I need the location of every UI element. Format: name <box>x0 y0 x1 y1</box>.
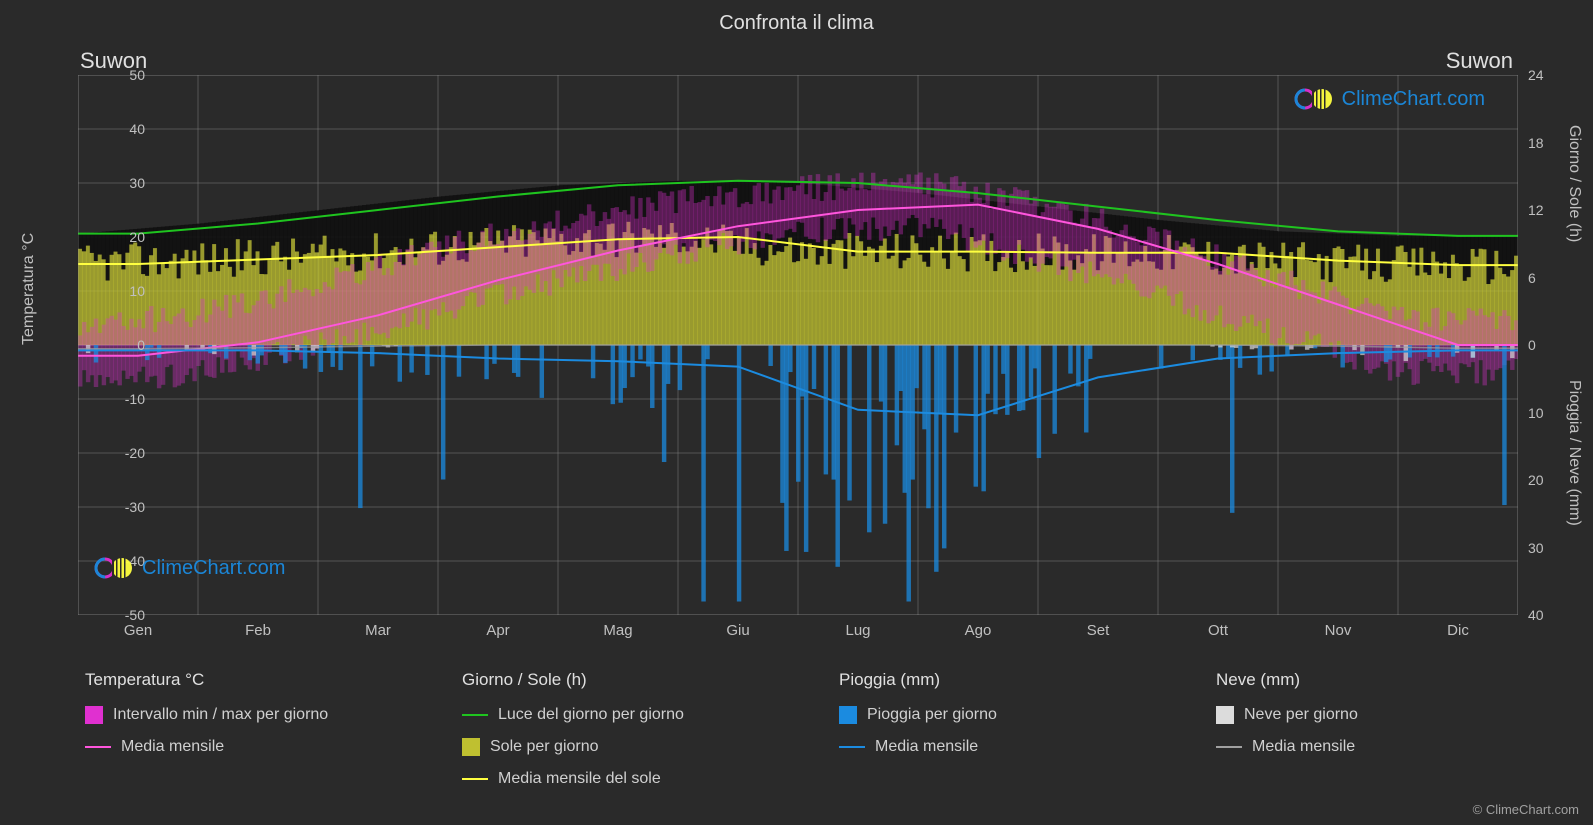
legend-day-header: Giorno / Sole (h) <box>462 670 799 690</box>
y-right-bot-tick: 30 <box>1528 540 1544 556</box>
y-left-tick: -10 <box>85 391 145 407</box>
legend-sunshine-mean: Media mensile del sole <box>462 770 799 788</box>
legend-sunshine-mean-label: Media mensile del sole <box>498 770 661 788</box>
y-right-top-axis-label: Giorno / Sole (h) <box>1565 125 1583 242</box>
y-right-top-tick: 18 <box>1528 135 1544 151</box>
legend-snow-daily: Neve per giorno <box>1216 706 1553 724</box>
legend-col-day: Giorno / Sole (h) Luce del giorno per gi… <box>462 670 799 788</box>
swatch-sunshine <box>462 738 480 756</box>
legend: Temperatura °C Intervallo min / max per … <box>85 670 1553 788</box>
legend-daylight-label: Luce del giorno per giorno <box>498 706 684 724</box>
y-left-tick: -50 <box>85 607 145 623</box>
legend-rain-header: Pioggia (mm) <box>839 670 1176 690</box>
y-right-bot-axis-label: Pioggia / Neve (mm) <box>1565 380 1583 526</box>
y-left-tick: 40 <box>85 121 145 137</box>
y-left-tick: -30 <box>85 499 145 515</box>
swatch-snow <box>1216 706 1234 724</box>
brand-text: ClimeChart.com <box>1342 88 1485 111</box>
x-tick-month: Gen <box>124 622 152 639</box>
swatch-rain <box>839 706 857 724</box>
legend-daylight: Luce del giorno per giorno <box>462 706 799 724</box>
swatch-temp-range <box>85 706 103 724</box>
legend-col-temp: Temperatura °C Intervallo min / max per … <box>85 670 422 788</box>
brand-logo-icon <box>94 555 136 581</box>
y-right-top-tick: 6 <box>1528 270 1536 286</box>
legend-rain-daily-label: Pioggia per giorno <box>867 706 997 724</box>
y-right-top-tick: 0 <box>1528 337 1536 353</box>
brand-text: ClimeChart.com <box>142 557 285 580</box>
legend-col-rain: Pioggia (mm) Pioggia per giorno Media me… <box>839 670 1176 788</box>
city-label-right: Suwon <box>1446 48 1513 74</box>
y-left-tick: 0 <box>85 337 145 353</box>
x-tick-month: Apr <box>486 622 509 639</box>
x-tick-month: Ott <box>1208 622 1228 639</box>
x-tick-month: Giu <box>726 622 749 639</box>
y-left-tick: 50 <box>85 67 145 83</box>
legend-temp-mean-label: Media mensile <box>121 738 224 756</box>
brand-watermark-top: ClimeChart.com <box>1294 86 1485 112</box>
y-left-tick: -20 <box>85 445 145 461</box>
legend-snow-mean-label: Media mensile <box>1252 738 1355 756</box>
legend-temp-mean: Media mensile <box>85 738 422 756</box>
swatch-snow-mean <box>1216 746 1242 748</box>
swatch-daylight <box>462 714 488 716</box>
legend-col-snow: Neve (mm) Neve per giorno Media mensile <box>1216 670 1553 788</box>
legend-rain-mean: Media mensile <box>839 738 1176 756</box>
legend-snow-daily-label: Neve per giorno <box>1244 706 1358 724</box>
x-tick-month: Mar <box>365 622 391 639</box>
y-right-top-tick: 24 <box>1528 67 1544 83</box>
y-left-tick: 30 <box>85 175 145 191</box>
chart-container: Confronta il clima Suwon Suwon Temperatu… <box>0 0 1593 825</box>
legend-temp-range: Intervallo min / max per giorno <box>85 706 422 724</box>
y-right-bot-tick: 20 <box>1528 472 1544 488</box>
legend-snow-header: Neve (mm) <box>1216 670 1553 690</box>
y-right-top-tick: 12 <box>1528 202 1544 218</box>
legend-rain-daily: Pioggia per giorno <box>839 706 1176 724</box>
plot-area <box>78 75 1518 615</box>
legend-temp-header: Temperatura °C <box>85 670 422 690</box>
x-tick-month: Nov <box>1325 622 1352 639</box>
legend-snow-mean: Media mensile <box>1216 738 1553 756</box>
x-tick-month: Set <box>1087 622 1110 639</box>
swatch-sunshine-mean <box>462 778 488 780</box>
legend-temp-range-label: Intervallo min / max per giorno <box>113 706 328 724</box>
swatch-rain-mean <box>839 746 865 748</box>
x-tick-month: Mag <box>603 622 632 639</box>
y-left-tick: 20 <box>85 229 145 245</box>
legend-rain-mean-label: Media mensile <box>875 738 978 756</box>
chart-title: Confronta il clima <box>0 12 1593 35</box>
y-left-tick: 10 <box>85 283 145 299</box>
brand-watermark-bottom: ClimeChart.com <box>94 555 285 581</box>
copyright-text: © ClimeChart.com <box>1473 802 1579 817</box>
x-tick-month: Ago <box>965 622 992 639</box>
legend-sunshine: Sole per giorno <box>462 738 799 756</box>
y-right-bot-tick: 10 <box>1528 405 1544 421</box>
x-tick-month: Lug <box>845 622 870 639</box>
x-tick-month: Feb <box>245 622 271 639</box>
legend-sunshine-label: Sole per giorno <box>490 738 599 756</box>
chart-svg <box>78 75 1518 615</box>
swatch-temp-mean <box>85 746 111 748</box>
brand-logo-icon <box>1294 86 1336 112</box>
x-tick-month: Dic <box>1447 622 1469 639</box>
y-left-axis-label: Temperatura °C <box>20 233 38 345</box>
y-right-bot-tick: 40 <box>1528 607 1544 623</box>
